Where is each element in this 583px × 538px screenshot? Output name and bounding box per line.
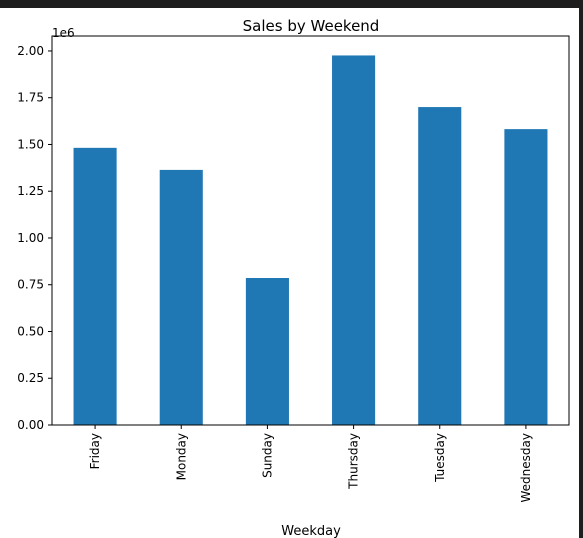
y-tick-label: 0.50 (17, 324, 44, 338)
bar-sunday (245, 278, 289, 425)
y-tick-label: 0.25 (17, 371, 44, 385)
bar-wednesday (504, 129, 548, 426)
y-tick-label: 1.25 (17, 184, 44, 198)
y-tick-label: 0.75 (17, 278, 44, 292)
bar-chart: Sales by Weekend 1e6 0.00 0.25 0.50 0.75 1.0… (17, 17, 570, 538)
bar-monday (159, 169, 203, 425)
bar-tuesday (418, 107, 462, 425)
y-tick-label: 0.00 (17, 418, 44, 432)
chart-figure: Sales by Weekend 1e6 0.00 0.25 0.50 0.75 1.0… (0, 8, 579, 538)
x-tick-label-tuesday: Tuesday (433, 433, 447, 483)
y-tick-label: 1.75 (17, 91, 44, 105)
plot-frame (51, 35, 570, 426)
bar-thursday (332, 55, 376, 425)
y-tick-label: 1.50 (17, 137, 44, 151)
chart-title: Sales by Weekend (243, 17, 380, 35)
y-tick-label: 1.00 (17, 231, 44, 245)
x-tick-label-sunday: Sunday (260, 433, 274, 478)
bar-friday (73, 147, 117, 425)
y-tick-label: 2.00 (17, 44, 44, 58)
x-axis-label: Weekday (281, 524, 341, 538)
x-tick-label-monday: Monday (174, 433, 188, 480)
window-top-strip (0, 0, 583, 8)
x-tick-label-wednesday: Wednesday (519, 433, 533, 502)
plot-area: 0.00 0.25 0.50 0.75 1.00 1.25 1.50 1.75 2.00 Frid… (17, 35, 570, 502)
y-axis-offset-text: 1e6 (52, 26, 75, 40)
x-tick-label-friday: Friday (88, 433, 102, 469)
x-tick-label-thursday: Thursday (347, 433, 361, 490)
